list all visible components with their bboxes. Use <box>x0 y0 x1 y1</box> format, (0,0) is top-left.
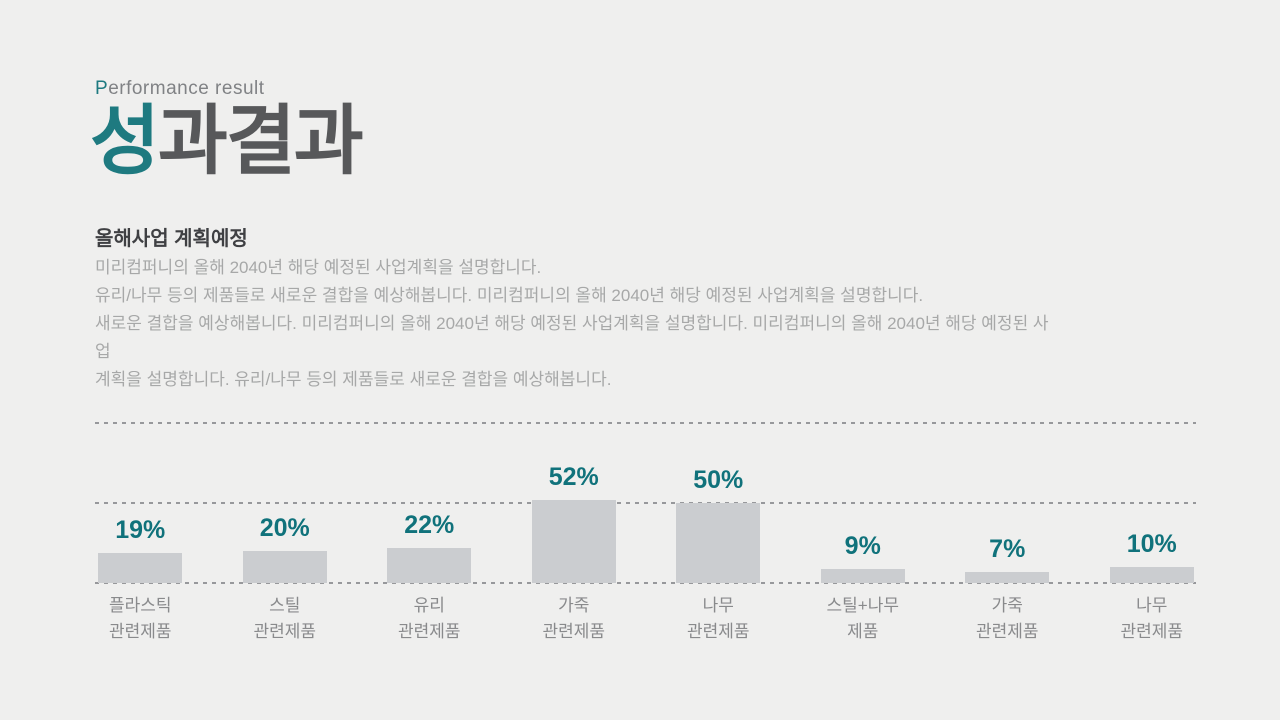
bar <box>965 571 1050 583</box>
bar-category-label: 가죽 관련제품 <box>542 596 606 641</box>
bar-category-label: 스틸 관련제품 <box>253 596 317 641</box>
bar-value-label: 9% <box>844 531 881 560</box>
bar-category-label: 스틸+나무 제품 <box>826 596 900 641</box>
bar-value-label: 7% <box>989 534 1026 563</box>
eyebrow-accent-letter: P <box>95 78 109 99</box>
bar-category-label: 플라스틱 관련제품 <box>108 596 172 641</box>
bar-value-label: 10% <box>1126 530 1177 558</box>
bar-category-label: 유리 관련제품 <box>397 596 461 641</box>
eyebrow-text: Performance result <box>95 78 265 100</box>
bar-column: 10% 나무 관련제품 <box>1080 423 1225 641</box>
bar-value-label: 20% <box>259 514 310 542</box>
bar <box>242 551 327 583</box>
bar-value-label: 50% <box>693 466 744 494</box>
bar-column: 50% 나무 관련제품 <box>646 423 791 641</box>
bar-column: 19% 플라스틱 관련제품 <box>68 423 213 641</box>
bar <box>387 547 472 583</box>
bar-column: 52% 가죽 관련제품 <box>502 423 647 641</box>
page-title-rest: 과결과 <box>157 99 364 184</box>
page-title: 성과결과 <box>90 98 364 185</box>
bar-category-label: 나무 관련제품 <box>1120 596 1184 641</box>
section-body-paragraph: 미리컴퍼니의 올해 2040년 해당 예정된 사업계획을 설명합니다. 유리/나… <box>95 258 1049 389</box>
bar <box>98 552 183 583</box>
section-subtitle: 올해사업 계획예정 <box>95 228 248 250</box>
bar-column: 9% 스틸+나무 제품 <box>791 423 936 641</box>
bar-category-label: 가죽 관련제품 <box>975 596 1039 641</box>
gridline-50pct <box>95 502 1196 504</box>
gridline-0pct <box>95 582 1196 584</box>
bar <box>1109 567 1194 583</box>
bar <box>676 503 761 583</box>
gridline-100pct <box>95 422 1196 424</box>
page-title-accent-letter: 성 <box>90 99 160 184</box>
bar-column: 7% 가죽 관련제품 <box>935 423 1080 641</box>
bar-column: 22% 유리 관련제품 <box>357 423 502 641</box>
eyebrow-rest: erformance result <box>108 78 265 99</box>
bar-value-label: 52% <box>548 462 599 491</box>
bar <box>531 499 616 583</box>
bar-value-label: 22% <box>404 510 455 539</box>
bar-category-label: 나무 관련제품 <box>686 596 750 641</box>
bar-column: 20% 스틸 관련제품 <box>213 423 358 641</box>
bar <box>820 568 905 583</box>
chart-gridlines <box>95 422 1196 584</box>
bar-chart: 19% 플라스틱 관련제품 20% 스틸 관련제품 22% 유리 관련제품 52% 가죽 관련… <box>68 423 1225 641</box>
bar-value-label: 19% <box>115 515 166 544</box>
